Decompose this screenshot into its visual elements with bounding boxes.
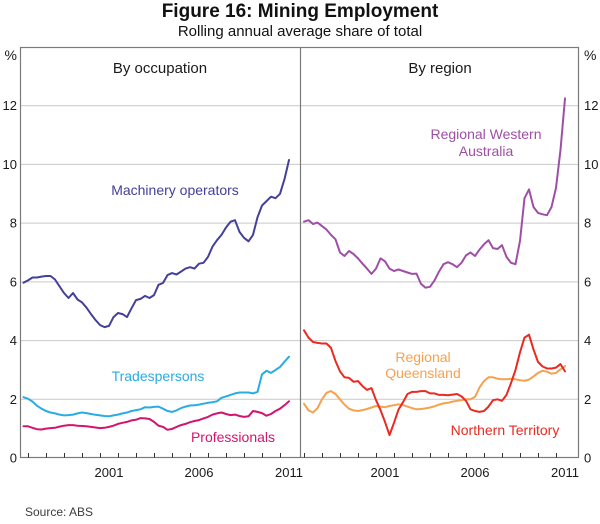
series-label-machinery-operators: Machinery operators <box>111 182 239 198</box>
series-label-regional-queensland: Regional <box>395 349 450 365</box>
y-tick-label-right-2: 2 <box>584 392 591 407</box>
panel-title-by-region: By region <box>408 60 471 77</box>
axis-frame <box>19 46 580 459</box>
y-tick-label-right-4: 4 <box>584 333 591 348</box>
series-line-machinery-operators <box>22 159 290 329</box>
y-tick-label-right-6: 6 <box>584 274 591 289</box>
series-label-northern-territory: Northern Territory <box>451 422 560 438</box>
series-label-regional-western-australia: Australia <box>459 143 514 159</box>
chart-subtitle: Rolling annual average share of total <box>178 23 422 40</box>
y-tick-label-right-8: 8 <box>584 216 591 231</box>
y-tick-label-left-8: 8 <box>10 216 17 231</box>
x-tick-label-2011: 2011 <box>551 465 579 480</box>
series-label-regional-western-australia: Regional Western <box>430 126 541 142</box>
series-label-regional-queensland: Queensland <box>385 365 461 381</box>
y-tick-label-right-12: 12 <box>584 98 598 113</box>
y-tick-label-left-6: 6 <box>10 274 17 289</box>
unit-label-left: % <box>5 47 17 63</box>
y-tick-label-left-12: 12 <box>3 98 17 113</box>
panel-title-by-occupation: By occupation <box>113 60 207 77</box>
x-axis-ticks <box>28 453 557 458</box>
x-tick-label-2001: 2001 <box>371 465 400 480</box>
series-line-northern-territory <box>303 329 566 437</box>
x-tick-label-2006: 2006 <box>461 465 490 480</box>
gridlines <box>21 105 578 400</box>
series-labels: Machinery operators Tradespersons Professi… <box>111 126 559 445</box>
unit-label-right: % <box>584 47 596 63</box>
series-label-tradespersons: Tradespersons <box>112 368 205 384</box>
plot-frame <box>19 46 580 459</box>
series-line-regional-western-australia <box>303 97 566 289</box>
series-lines <box>22 97 566 437</box>
series-label-professionals: Professionals <box>191 429 275 445</box>
y-tick-label-left-0: 0 <box>10 451 17 466</box>
series-line-professionals <box>22 400 290 431</box>
source-note: Source: ABS <box>25 505 93 519</box>
y-tick-label-left-2: 2 <box>10 392 17 407</box>
series-line-tradespersons <box>22 355 290 418</box>
page-title: Figure 16: Mining Employment <box>162 1 439 22</box>
x-tick-label-2001: 2001 <box>95 465 124 480</box>
y-tick-label-right-0: 0 <box>584 451 591 466</box>
axis-tick-labels: 2001 2006 2011 2001 2006 2011 0 0 2 2 4 4 6 6 8 8 10 10 12… <box>3 98 599 480</box>
y-tick-label-right-10: 10 <box>584 157 598 172</box>
x-tick-label-2006: 2006 <box>185 465 214 480</box>
series-line-regional-queensland <box>303 365 566 414</box>
y-tick-label-left-10: 10 <box>3 157 17 172</box>
y-tick-label-left-4: 4 <box>10 333 17 348</box>
x-tick-label-2011: 2011 <box>275 465 303 480</box>
